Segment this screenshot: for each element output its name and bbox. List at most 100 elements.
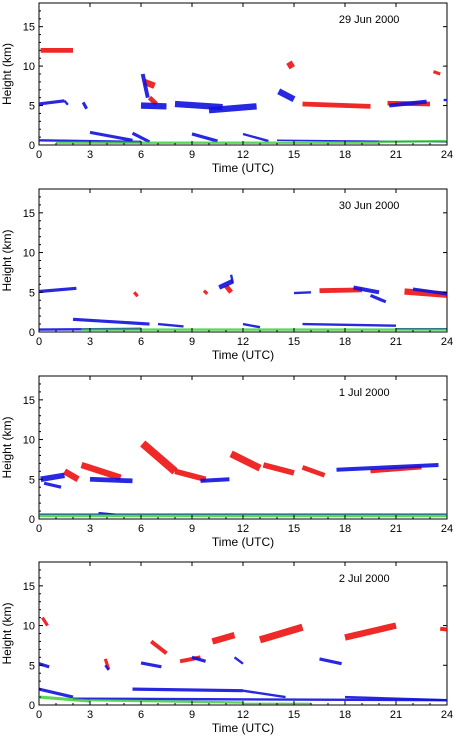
red-echo-segment xyxy=(439,626,448,632)
y-axis-label: Height (km) xyxy=(0,229,14,291)
blue-echo-segment xyxy=(369,293,387,304)
x-tick-label: 12 xyxy=(237,149,249,161)
y-tick-label: 0 xyxy=(29,514,35,526)
x-tick-label: 3 xyxy=(87,149,93,161)
red-echo-segment xyxy=(319,287,363,294)
x-tick-label: 18 xyxy=(339,336,351,348)
blue-echo-segment xyxy=(353,285,380,295)
blue-echo-segment xyxy=(191,655,207,663)
red-echo-segment xyxy=(211,632,236,645)
red-echo-segment xyxy=(432,70,441,76)
x-tick-label: 9 xyxy=(189,523,195,535)
y-tick-label: 10 xyxy=(23,248,35,260)
blue-echo-segment xyxy=(38,99,65,106)
x-tick-label: 15 xyxy=(288,523,300,535)
axes: 0 3 6 9 12 15 18 21 24 0 5 10 15 xyxy=(23,3,453,161)
blue-echo-segment xyxy=(242,322,261,329)
red-echo-segment xyxy=(140,440,178,475)
y-tick-label: 10 xyxy=(23,621,35,633)
x-axis-label: Time (UTC) xyxy=(212,535,274,549)
data-marks xyxy=(38,47,448,144)
green-echo-segment xyxy=(89,699,244,704)
data-marks xyxy=(38,274,448,331)
x-tick-label: 0 xyxy=(36,709,42,721)
red-echo-segment xyxy=(229,450,262,472)
date-label: 30 Jun 2000 xyxy=(339,200,400,212)
y-tick-label: 10 xyxy=(23,435,35,447)
blue-echo-segment xyxy=(344,695,448,702)
date-label: 29 Jun 2000 xyxy=(339,14,400,26)
x-tick-label: 21 xyxy=(390,523,402,535)
blue-echo-segment xyxy=(208,103,257,114)
y-tick-label: 5 xyxy=(29,474,35,486)
x-tick-label: 3 xyxy=(87,709,93,721)
blue-echo-segment xyxy=(242,132,269,143)
blue-echo-segment xyxy=(233,656,244,665)
blue-echo-segment xyxy=(63,100,69,106)
x-tick-label: 21 xyxy=(390,709,402,721)
data-marks xyxy=(38,616,448,705)
y-tick-label: 0 xyxy=(29,700,35,712)
blue-echo-segment xyxy=(336,462,439,472)
blue-echo-segment xyxy=(412,287,448,296)
red-echo-segment xyxy=(132,291,139,298)
y-tick-label: 5 xyxy=(29,287,35,299)
red-echo-segment xyxy=(149,639,168,655)
blue-echo-segment xyxy=(277,88,296,103)
x-tick-label: 0 xyxy=(36,523,42,535)
blue-echo-segment xyxy=(89,476,133,484)
blue-echo-segment xyxy=(81,101,88,110)
red-echo-segment xyxy=(258,623,304,644)
blue-echo-segment xyxy=(131,131,151,144)
date-label: 1 Jul 2000 xyxy=(339,387,390,399)
x-tick-label: 9 xyxy=(189,149,195,161)
x-tick-label: 15 xyxy=(288,149,300,161)
blue-echo-segment xyxy=(38,662,50,669)
data-marks xyxy=(39,440,447,518)
red-echo-segment xyxy=(301,465,326,478)
blue-echo-segment xyxy=(157,322,184,328)
y-tick-label: 0 xyxy=(29,327,35,339)
y-tick-label: 0 xyxy=(29,140,35,152)
panel-30-jun: 0 3 6 9 12 15 18 21 24 0 5 10 15 30 Jun 2000 Time (U… xyxy=(0,188,453,362)
x-tick-label: 0 xyxy=(36,149,42,161)
x-tick-label: 24 xyxy=(441,149,453,161)
red-echo-segment xyxy=(302,101,371,109)
blue-echo-segment xyxy=(38,286,77,294)
red-echo-segment xyxy=(262,462,295,476)
x-tick-label: 3 xyxy=(87,523,93,535)
blue-echo-segment xyxy=(191,132,218,143)
axes: 0 3 6 9 12 15 18 21 24 0 5 10 15 xyxy=(23,376,453,535)
red-echo-segment xyxy=(344,622,397,641)
y-axis-label: Height (km) xyxy=(0,602,14,664)
axes: 0 3 6 9 12 15 18 21 24 0 5 10 15 xyxy=(23,562,453,721)
panel-29-jun: 0 3 6 9 12 15 18 21 24 0 5 10 15 29 Jun 2000 Time (U… xyxy=(0,2,453,175)
red-echo-segment xyxy=(174,468,207,482)
blue-echo-segment xyxy=(132,687,244,693)
blue-echo-segment xyxy=(89,130,133,142)
blue-echo-segment xyxy=(200,477,230,483)
blue-echo-segment xyxy=(38,687,74,699)
blue-echo-segment xyxy=(140,661,162,669)
blue-echo-segment xyxy=(388,99,427,108)
x-tick-label: 3 xyxy=(87,336,93,348)
x-tick-label: 6 xyxy=(138,523,144,535)
y-axis-label: Height (km) xyxy=(0,416,14,478)
x-tick-label: 9 xyxy=(189,336,195,348)
blue-echo-segment xyxy=(302,322,397,327)
x-tick-label: 18 xyxy=(339,149,351,161)
x-tick-label: 15 xyxy=(288,709,300,721)
y-tick-label: 15 xyxy=(23,208,35,220)
red-echo-segment xyxy=(41,616,49,627)
green-echo-segment xyxy=(38,695,91,703)
y-tick-label: 10 xyxy=(23,61,35,73)
blue-echo-segment xyxy=(98,511,116,516)
blue-echo-segment xyxy=(140,102,167,110)
y-tick-label: 5 xyxy=(29,660,35,672)
x-tick-label: 24 xyxy=(441,523,453,535)
blue-echo-segment xyxy=(174,100,223,111)
y-tick-label: 15 xyxy=(23,22,35,34)
x-axis-label: Time (UTC) xyxy=(212,348,274,362)
panel-2-jul: 0 3 6 9 12 15 18 21 24 0 5 10 15 2 Jul 2000 Time (UT… xyxy=(0,561,453,735)
